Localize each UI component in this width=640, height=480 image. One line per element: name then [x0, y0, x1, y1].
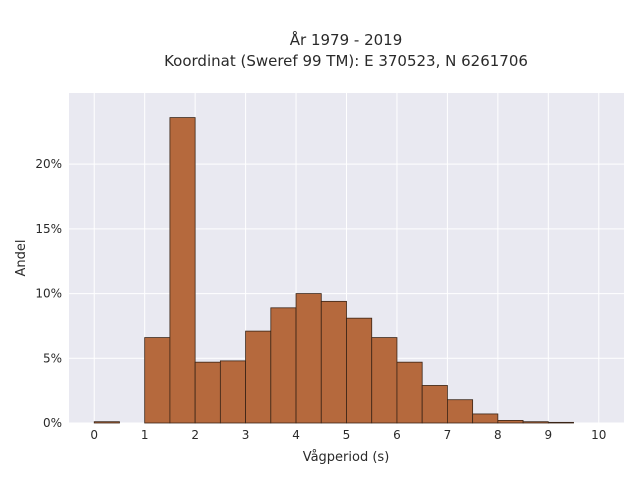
histogram-bar	[396, 361, 423, 424]
chart-title-line-2: Koordinat (Sweref 99 TM): E 370523, N 62…	[164, 52, 528, 70]
histogram-bar	[245, 330, 272, 424]
x-tick-label: 5	[343, 428, 351, 442]
x-tick-label: 6	[393, 428, 401, 442]
histogram-bar	[219, 360, 246, 424]
y-tick-label: 15%	[35, 222, 62, 236]
x-tick-label: 1	[141, 428, 149, 442]
histogram-bar	[421, 385, 448, 424]
histogram-bar	[295, 293, 322, 424]
x-tick-label: 3	[242, 428, 250, 442]
y-axis-title: Andel	[14, 240, 29, 277]
y-tick-label: 20%	[35, 157, 62, 171]
x-tick-label: 7	[444, 428, 452, 442]
histogram-bar	[472, 413, 499, 424]
histogram-bar	[346, 317, 373, 424]
x-tick-label: 10	[591, 428, 606, 442]
histogram-bar	[320, 300, 347, 424]
histogram-bar	[547, 421, 574, 424]
y-tick-label: 5%	[43, 351, 62, 365]
y-tick-label: 10%	[35, 287, 62, 301]
x-axis-title: Vågperiod (s)	[303, 450, 390, 465]
chart-title-line-1: År 1979 - 2019	[290, 30, 403, 49]
histogram-bar	[270, 307, 297, 424]
histogram-bar	[144, 337, 171, 424]
x-tick-label: 0	[90, 428, 98, 442]
histogram-bar	[93, 421, 120, 424]
x-tick-label: 9	[544, 428, 552, 442]
histogram-bar	[522, 421, 549, 424]
x-tick-label: 2	[191, 428, 199, 442]
y-tick-label: 0%	[43, 416, 62, 430]
x-tick-label: 8	[494, 428, 502, 442]
tick-labels: 0 1 2 3 4 5 6 7 8 9 10 0% 5% 10% 15% 20%	[35, 157, 606, 442]
x-tick-label: 4	[292, 428, 300, 442]
histogram-bar	[497, 420, 524, 424]
histogram-bar	[194, 361, 221, 424]
histogram-bar	[169, 117, 196, 424]
bars	[93, 117, 574, 424]
histogram-bar	[371, 337, 398, 424]
histogram-bar	[447, 399, 474, 424]
